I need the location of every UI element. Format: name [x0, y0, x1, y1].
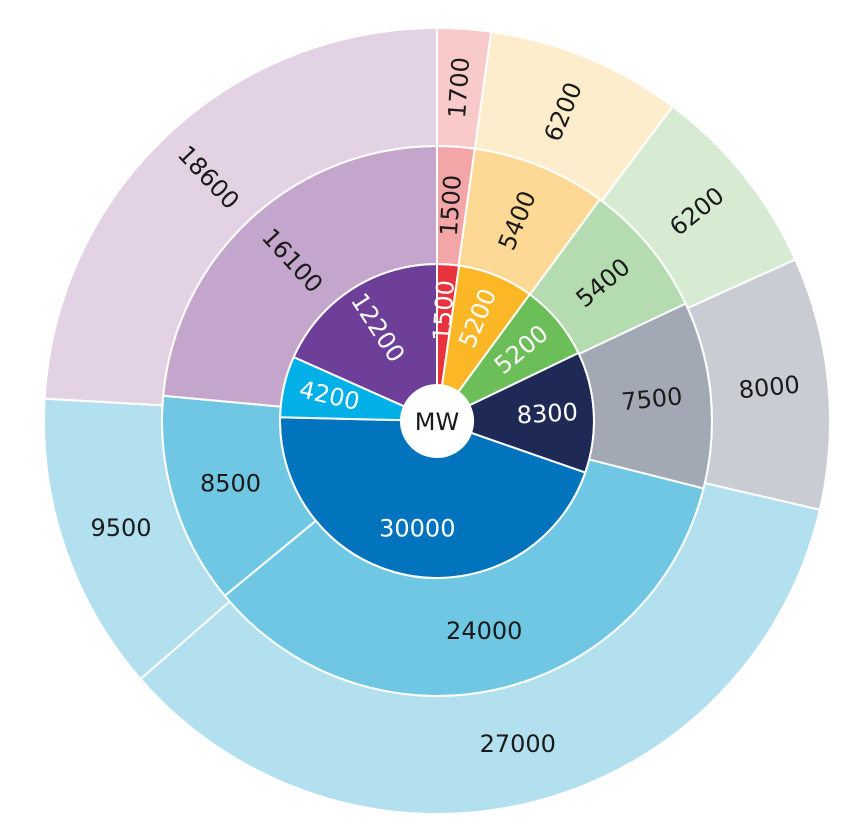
wedge — [139, 481, 822, 815]
value-label: 24000 — [446, 617, 522, 645]
wedges — [43, 26, 831, 815]
value-label: 9500 — [90, 514, 151, 542]
value-label: 8300 — [516, 398, 579, 429]
value-label: 1700 — [443, 56, 475, 119]
center-hole — [401, 385, 473, 457]
value-label: 1500 — [428, 279, 460, 342]
value-label: 30000 — [379, 515, 455, 543]
value-label: 8500 — [200, 470, 261, 498]
center-label: MW — [415, 408, 459, 436]
value-label: 1500 — [435, 174, 467, 237]
wedge — [43, 26, 438, 407]
value-label: 8000 — [738, 371, 802, 405]
value-label: 7500 — [620, 382, 683, 416]
value-label: 27000 — [480, 730, 556, 758]
